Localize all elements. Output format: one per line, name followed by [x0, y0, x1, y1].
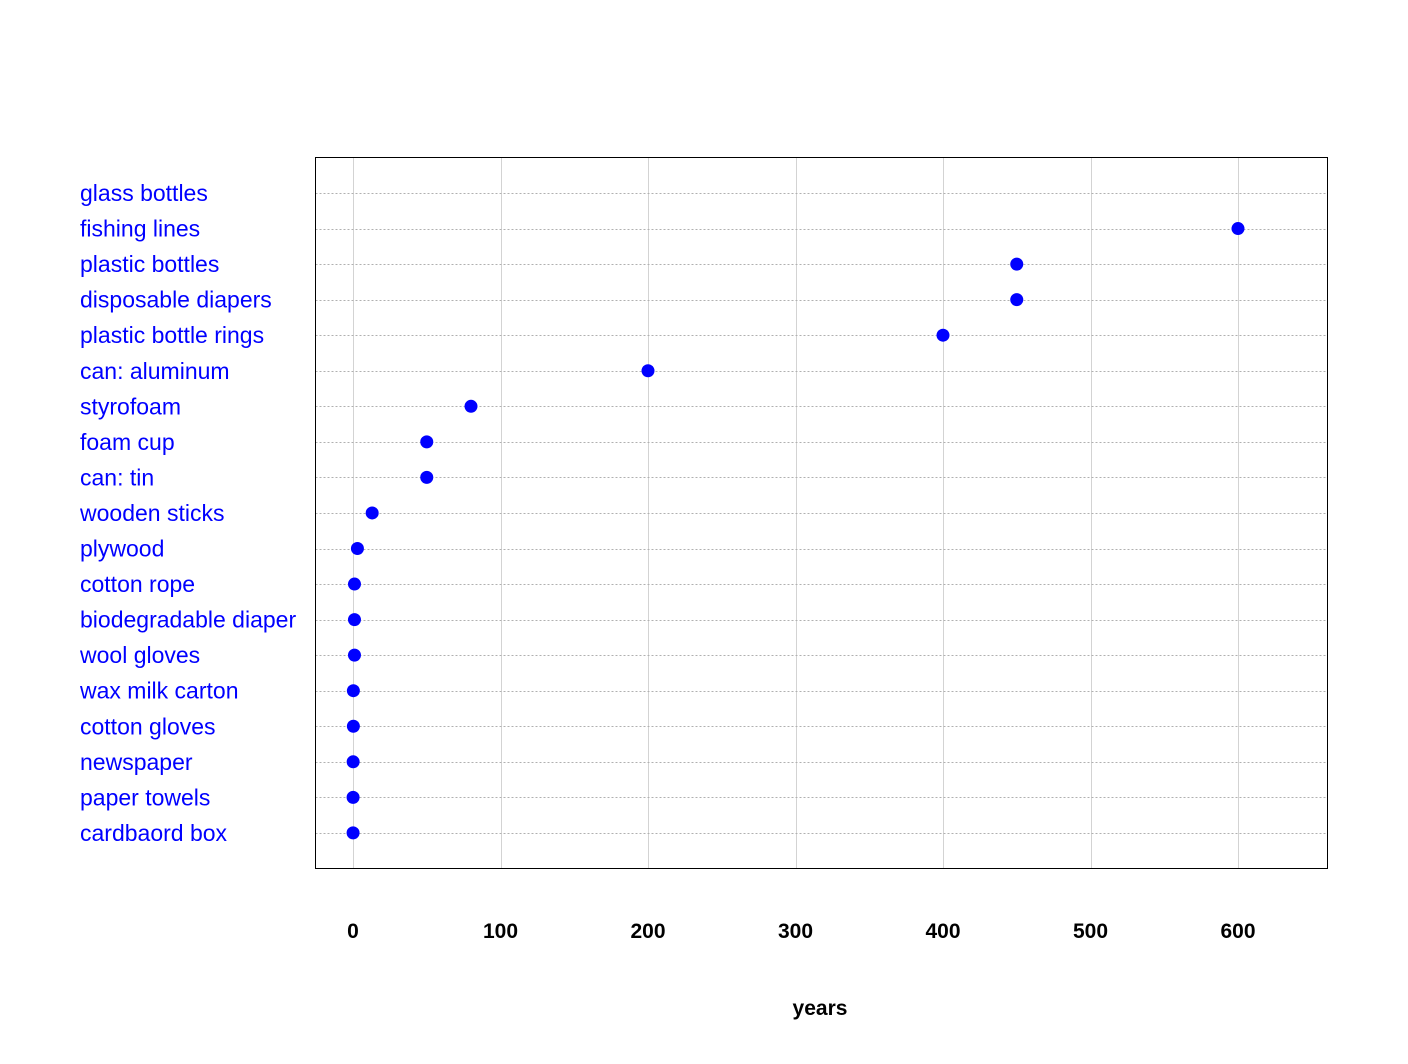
category-label: newspaper — [80, 749, 193, 775]
data-point — [936, 328, 950, 342]
data-point — [1231, 222, 1245, 236]
data-point — [1010, 293, 1024, 307]
data-point — [365, 506, 379, 520]
category-label: cardbaord box — [80, 820, 228, 846]
x-tick-label: 500 — [1073, 920, 1108, 943]
data-point — [641, 364, 655, 378]
category-label: plastic bottles — [80, 251, 219, 277]
category-label: wooden sticks — [79, 500, 224, 526]
data-point — [346, 755, 360, 769]
x-axis-title: years — [793, 997, 848, 1020]
category-label: wax milk carton — [79, 678, 238, 704]
x-tick-label: 100 — [483, 920, 518, 943]
data-point — [350, 542, 364, 555]
category-label: styrofoam — [80, 393, 181, 419]
data-point — [346, 684, 360, 698]
x-tick-label: 0 — [347, 920, 359, 943]
category-label: biodegradable diaper — [80, 607, 296, 633]
data-point — [420, 470, 434, 484]
category-label: paper towels — [80, 784, 210, 810]
category-label: wool gloves — [79, 642, 200, 668]
category-label: fishing lines — [80, 216, 200, 242]
category-label: plastic bottle rings — [80, 322, 264, 348]
category-label: cotton gloves — [80, 713, 216, 739]
category-label: cotton rope — [80, 571, 195, 597]
data-point — [1010, 257, 1024, 271]
x-tick-label: 600 — [1220, 920, 1255, 943]
plot-frame — [315, 157, 1328, 869]
x-tick-label: 200 — [630, 920, 665, 943]
category-label: foam cup — [80, 429, 175, 455]
category-label: glass bottles — [80, 180, 208, 206]
data-point — [346, 826, 360, 840]
category-label: can: tin — [80, 464, 154, 490]
data-point — [347, 613, 361, 627]
data-point — [346, 790, 360, 804]
category-labels: glass bottles fishing lines plastic bottle… — [79, 180, 296, 846]
category-label: plywood — [80, 536, 164, 562]
x-tick-labels: 0 100 200 300 400 500 600 — [347, 920, 1255, 943]
x-tick-label: 400 — [925, 920, 960, 943]
category-label: disposable diapers — [80, 287, 272, 313]
data-points — [346, 222, 1245, 840]
data-point — [464, 399, 478, 413]
data-point — [347, 648, 361, 662]
data-point — [346, 719, 360, 733]
data-point — [420, 435, 434, 449]
category-label: can: aluminum — [80, 358, 230, 384]
y-gridlines — [315, 193, 1328, 834]
data-point — [347, 577, 361, 591]
x-tick-label: 300 — [778, 920, 813, 943]
